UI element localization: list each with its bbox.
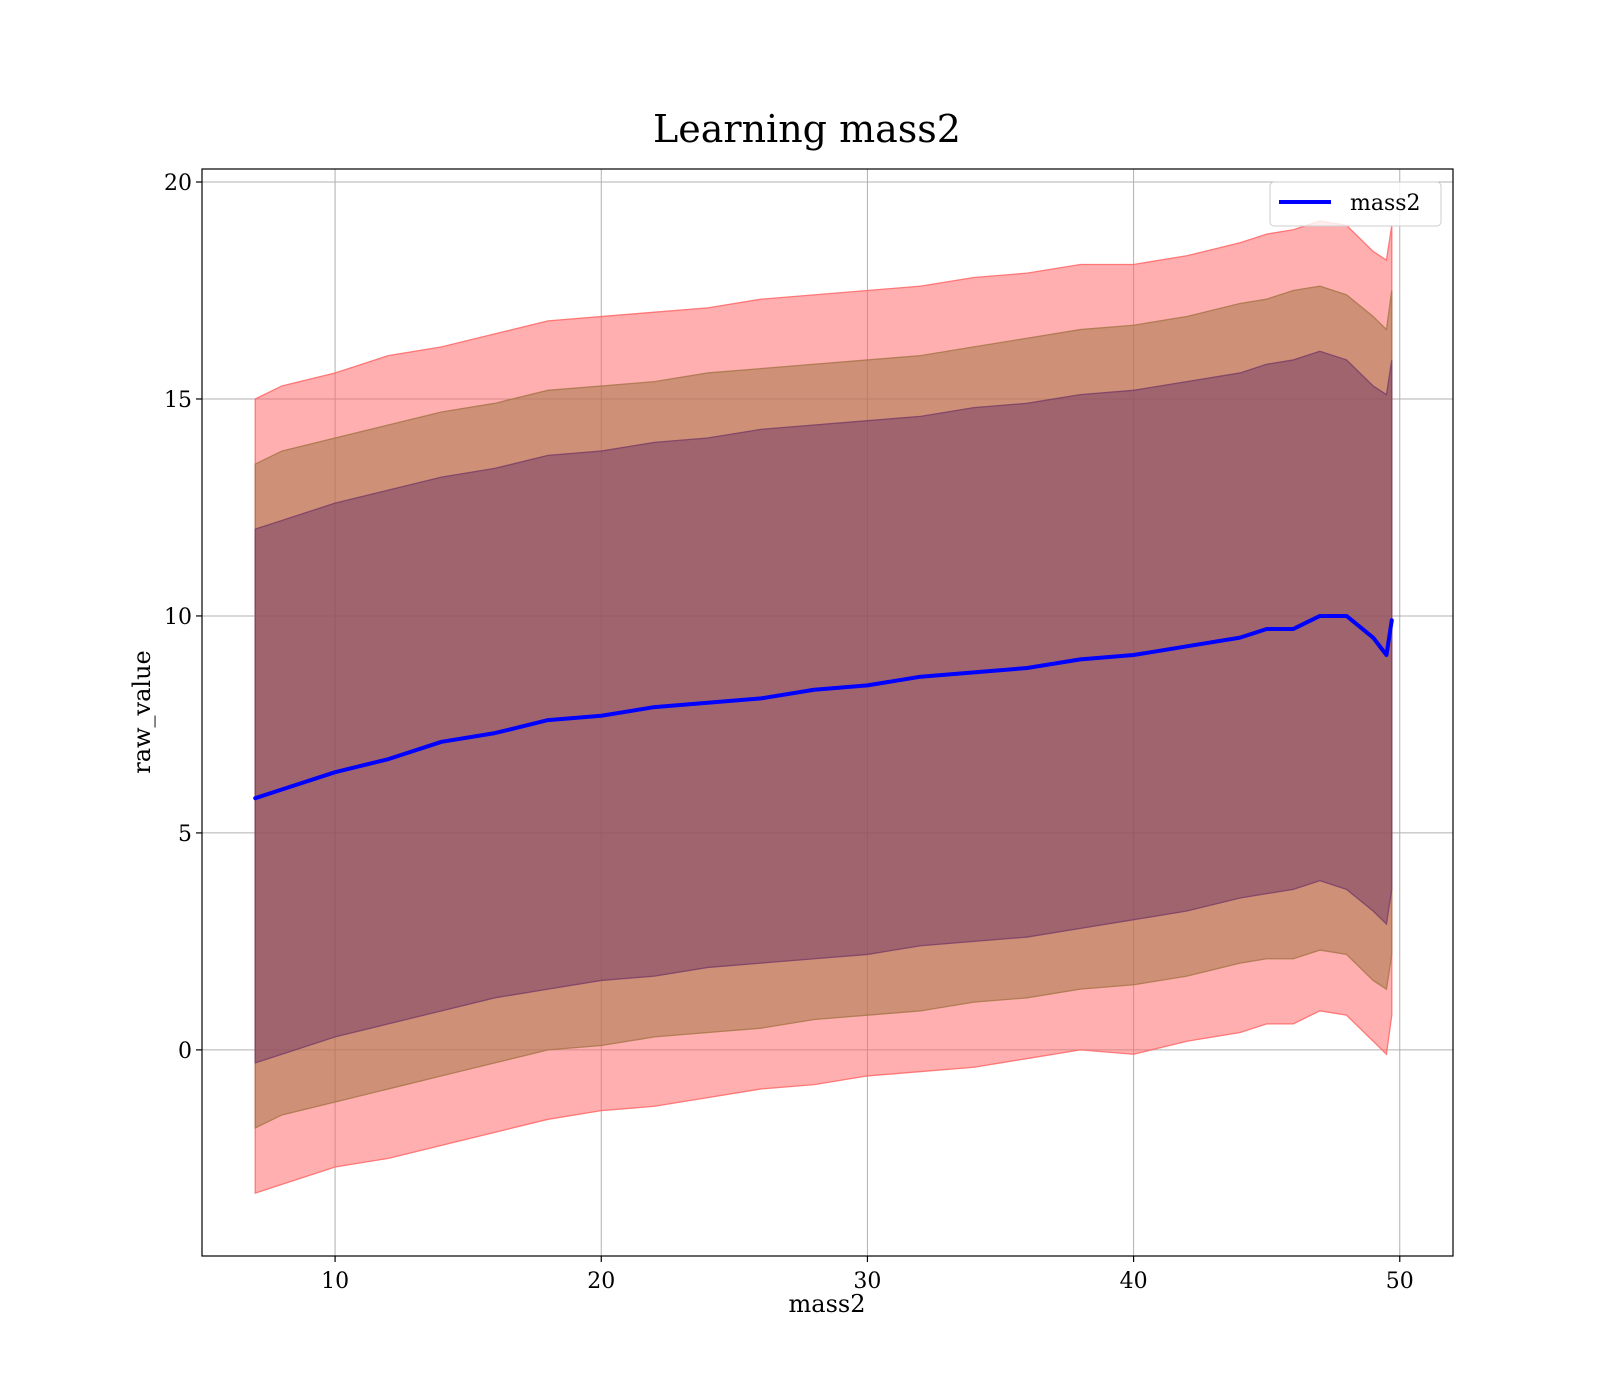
x-tick-label-50: 50: [1386, 1269, 1414, 1294]
y-axis-ticks: 0 5 10 15 20: [164, 171, 202, 1064]
x-tick-label-40: 40: [1120, 1269, 1148, 1294]
chart-title: Learning mass2: [653, 107, 961, 151]
y-tick-label-0: 0: [178, 1039, 192, 1064]
x-axis-ticks: 10 20 30 40 50: [321, 1256, 1414, 1294]
band-3: [254, 350, 1393, 1064]
y-tick-label-5: 5: [178, 822, 192, 847]
series-line-mass2: [253, 613, 1394, 801]
x-tick-label-20: 20: [587, 1269, 615, 1294]
y-tick-label-20: 20: [164, 171, 192, 196]
y-tick-label-10: 10: [164, 605, 192, 630]
series-lines: [253, 613, 1394, 801]
y-tick-label-15: 15: [164, 388, 192, 413]
legend-label-mass2: mass2: [1350, 191, 1421, 216]
legend: mass2: [1269, 181, 1442, 227]
y-axis-label: raw_value: [128, 650, 156, 774]
x-axis-label: mass2: [789, 1290, 866, 1318]
x-tick-label-30: 30: [853, 1269, 881, 1294]
bands: [254, 220, 1393, 1194]
x-tick-label-10: 10: [321, 1269, 349, 1294]
legend-frame: [1269, 181, 1442, 227]
plot-frame: [201, 168, 1454, 1257]
